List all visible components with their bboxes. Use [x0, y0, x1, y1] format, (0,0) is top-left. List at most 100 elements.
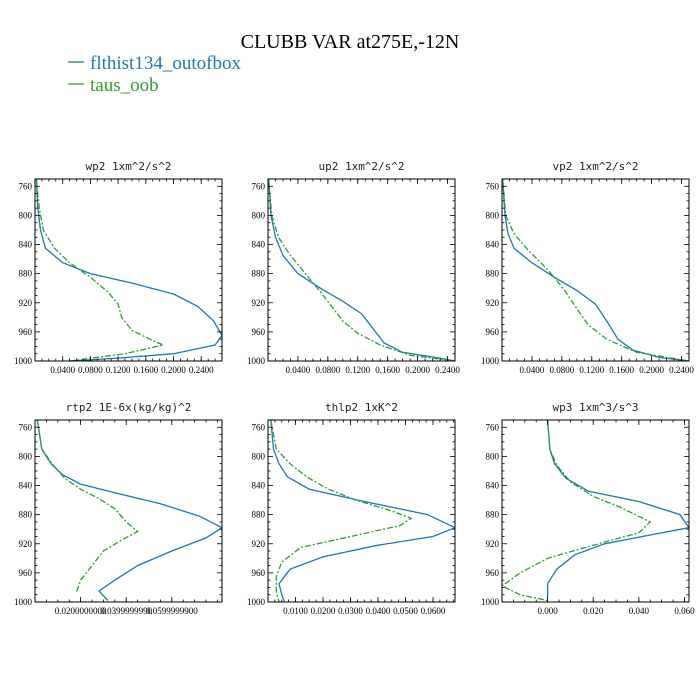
x-tick-label: 0.0599999900	[146, 606, 198, 616]
y-tick-label: 840	[252, 481, 266, 491]
figure-title: CLUBB VAR at275E,-12N	[241, 31, 460, 53]
y-tick-label: 920	[19, 298, 33, 308]
y-tick-label: 960	[252, 568, 266, 578]
y-tick-label: 840	[486, 240, 500, 250]
x-tick-label: 0.000	[537, 606, 558, 616]
y-tick-label: 920	[486, 539, 500, 549]
subplot-title: rtp2 1E-6x(kg/kg)^2	[66, 401, 192, 414]
x-tick-label: 0.0400	[50, 365, 75, 375]
subplot-title: vp2 1xm^2/s^2	[552, 160, 638, 173]
x-tick-label: 0.0300	[338, 606, 363, 616]
subplot-title: wp2 1xm^2/s^2	[85, 160, 171, 173]
y-tick-label: 800	[252, 451, 266, 461]
y-tick-label: 880	[486, 269, 500, 279]
x-tick-label: 0.1600	[375, 365, 400, 375]
y-tick-label: 920	[252, 298, 266, 308]
x-tick-label: 0.0800	[549, 365, 574, 375]
y-tick-label: 1000	[14, 597, 33, 607]
subplot-title: wp3 1xm^3/s^3	[552, 401, 638, 414]
y-tick-label: 880	[19, 269, 33, 279]
x-tick-label: 0.2000	[161, 365, 186, 375]
x-tick-label: 0.0399999990	[100, 606, 152, 616]
y-tick-label: 760	[486, 422, 500, 432]
y-tick-label: 920	[252, 539, 266, 549]
subplot-grid: wp2 1xm^2/s^2 760 800 840 880 920 960 1000 0.040…	[14, 160, 695, 616]
y-tick-label: 800	[486, 210, 500, 220]
subplot-title: up2 1xm^2/s^2	[318, 160, 404, 173]
x-tick-label: 0.0400	[286, 365, 311, 375]
subplot-4: rtp2 1E-6x(kg/kg)^2 760 800 840 880 920 960 100…	[14, 401, 223, 616]
y-tick-label: 1000	[481, 356, 500, 366]
x-tick-label: 0.0800	[78, 365, 103, 375]
x-tick-label: 0.0800	[315, 365, 340, 375]
x-tick-label: 0.2000	[405, 365, 430, 375]
series-line-flthist134-outofbox	[35, 179, 222, 361]
y-tick-label: 1000	[247, 356, 266, 366]
subplot-title: thlp2 1xK^2	[325, 401, 398, 414]
y-tick-label: 1000	[14, 356, 33, 366]
x-tick-label: 0.0400	[520, 365, 545, 375]
y-tick-label: 960	[252, 327, 266, 337]
legend-label-taus-oob: taus_oob	[90, 75, 159, 96]
y-tick-label: 800	[19, 210, 33, 220]
y-tick-label: 920	[486, 298, 500, 308]
y-tick-label: 1000	[247, 597, 266, 607]
y-tick-label: 800	[486, 451, 500, 461]
y-tick-label: 840	[19, 481, 33, 491]
subplot-1: wp2 1xm^2/s^2 760 800 840 880 920 960 1000 0.040…	[14, 160, 223, 375]
y-tick-label: 800	[19, 451, 33, 461]
x-tick-label: 0.1600	[609, 365, 634, 375]
x-tick-label: 0.1200	[345, 365, 370, 375]
y-tick-label: 840	[486, 481, 500, 491]
plot-frame	[267, 178, 456, 362]
y-tick-label: 800	[252, 210, 266, 220]
plot-frame	[267, 419, 456, 603]
y-tick-label: 1000	[481, 597, 500, 607]
legend-label-flthist134-outofbox: flthist134_outofbox	[90, 53, 241, 74]
y-tick-label: 880	[486, 510, 500, 520]
subplot-2: up2 1xm^2/s^2 760 800 840 880 920 960 1000 0.040…	[247, 160, 460, 375]
y-tick-label: 960	[19, 568, 33, 578]
x-tick-label: 0.1200	[106, 365, 131, 375]
series-line-taus-oob	[502, 420, 652, 602]
plot-frame	[34, 178, 223, 362]
series-line-taus-oob	[36, 420, 139, 594]
x-tick-label: 0.2400	[435, 365, 460, 375]
plot-frame	[34, 419, 223, 603]
y-tick-label: 760	[252, 181, 266, 191]
x-tick-label: 0.2000	[639, 365, 664, 375]
x-tick-label: 0.0600	[421, 606, 446, 616]
y-tick-label: 880	[252, 269, 266, 279]
subplot-3: vp2 1xm^2/s^2 760 800 840 880 920 960 1000 0.040…	[481, 160, 694, 375]
series-line-taus-oob	[270, 420, 413, 602]
y-tick-label: 760	[252, 422, 266, 432]
x-tick-label: 0.1200	[579, 365, 604, 375]
x-tick-label: 0.0200000000	[55, 606, 107, 616]
plot-frame	[501, 419, 690, 603]
plot-frame	[501, 178, 690, 362]
x-tick-label: 0.0100	[283, 606, 308, 616]
series-line-taus-oob	[35, 179, 166, 361]
series-line-flthist134-outofbox	[502, 179, 689, 361]
y-tick-label: 760	[486, 181, 500, 191]
x-tick-label: 0.060	[674, 606, 695, 616]
x-tick-label: 0.0500	[393, 606, 418, 616]
y-tick-label: 840	[252, 240, 266, 250]
y-tick-label: 760	[19, 181, 33, 191]
y-tick-label: 760	[19, 422, 33, 432]
x-tick-label: 0.020	[583, 606, 604, 616]
y-tick-label: 960	[19, 327, 33, 337]
y-tick-label: 960	[486, 568, 500, 578]
x-tick-label: 0.2400	[669, 365, 694, 375]
x-tick-label: 0.040	[629, 606, 650, 616]
y-tick-label: 880	[252, 510, 266, 520]
x-tick-label: 0.0400	[366, 606, 391, 616]
y-tick-label: 840	[19, 240, 33, 250]
y-tick-label: 920	[19, 539, 33, 549]
legend: flthist134_outofbox taus_oob	[68, 53, 241, 96]
x-tick-label: 0.2400	[189, 365, 214, 375]
subplot-6: wp3 1xm^3/s^3 760 800 840 880 920 960 1000 0.000…	[481, 401, 695, 616]
x-tick-label: 0.1600	[133, 365, 158, 375]
series-line-taus-oob	[502, 179, 689, 361]
